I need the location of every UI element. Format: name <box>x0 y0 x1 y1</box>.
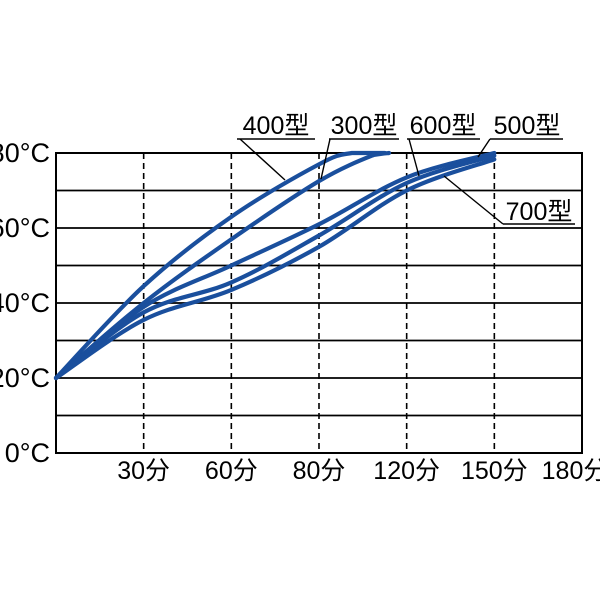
series-curve-600型 <box>53 150 497 381</box>
x-tick-label: 30分 <box>117 457 170 485</box>
y-tick-label: 80°C <box>0 138 50 168</box>
x-tick-label: 60分 <box>205 457 258 485</box>
series-label: 300型 <box>331 112 398 140</box>
series-label: 600型 <box>410 112 477 140</box>
series-label: 400型 <box>243 112 310 140</box>
series-label: 700型 <box>506 198 573 226</box>
x-tick-label: 180分 <box>542 457 600 485</box>
x-tick-label: 120分 <box>373 457 440 485</box>
series-curve-400型 <box>53 150 387 381</box>
x-tick-label: 150分 <box>461 457 528 485</box>
label-leader-line <box>477 138 491 158</box>
y-tick-label: 20°C <box>0 363 50 393</box>
label-leader-line <box>320 138 331 180</box>
label-leader-line <box>408 138 420 177</box>
series-curve-500型 <box>53 153 497 381</box>
series-curve-700型 <box>53 157 497 381</box>
series-label: 500型 <box>494 112 561 140</box>
label-leader-line <box>443 175 504 225</box>
y-tick-label: 40°C <box>0 288 50 318</box>
plot-border <box>55 152 583 454</box>
label-leader-line <box>239 138 286 181</box>
x-tick-label: 80分 <box>293 457 346 485</box>
y-tick-label: 0°C <box>5 438 50 468</box>
y-tick-label: 60°C <box>0 213 50 243</box>
